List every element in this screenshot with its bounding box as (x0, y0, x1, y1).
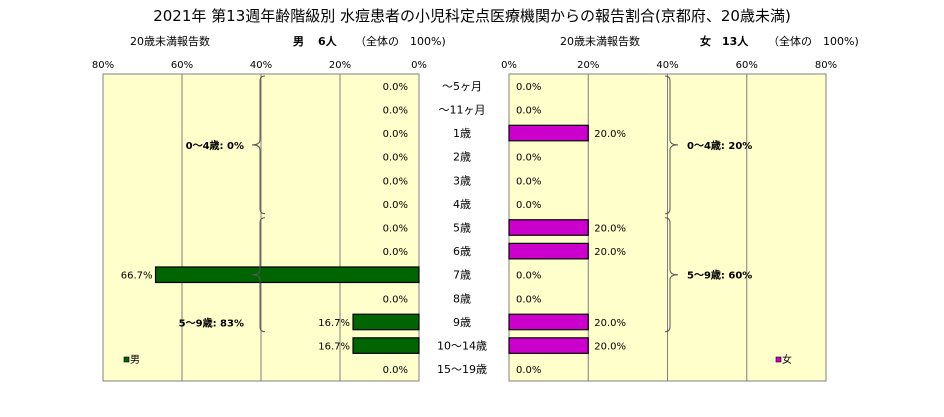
female-panel: 0% 20% 40% 60% 80% 0.0% 0.0% 20.0% 0.0% 0.0% 0.0% 2… (501, 60, 837, 382)
male-legend-label: 男 (130, 354, 140, 366)
category-label: 9歳 (453, 316, 471, 329)
female-legend-swatch (775, 356, 782, 363)
male-x-tick-label: 80% (92, 60, 114, 71)
female-data-label: 0.0% (516, 82, 541, 93)
category-label: 10〜14歳 (437, 340, 487, 353)
category-label: 〜5ヶ月 (442, 80, 482, 93)
female-legend-label: 女 (782, 353, 792, 366)
male-data-label: 0.0% (383, 224, 408, 235)
category-label: 8歳 (453, 292, 471, 305)
female-data-label: 0.0% (516, 105, 541, 116)
category-label: 6歳 (453, 245, 471, 258)
female-bar (508, 242, 589, 260)
male-bar (154, 266, 420, 284)
female-data-label: 0.0% (516, 294, 541, 305)
male-data-label: 0.0% (383, 129, 408, 140)
right-header-count: 13人 (722, 34, 749, 48)
female-data-label: 0.0% (516, 365, 541, 376)
male-group-bracket (251, 217, 266, 333)
female-bar (508, 313, 589, 331)
female-bar (508, 219, 589, 236)
male-data-label: 16.7% (318, 318, 350, 329)
female-x-tick-label: 60% (736, 60, 758, 71)
male-x-tick-label: 0% (411, 60, 427, 71)
male-data-label: 0.0% (383, 294, 408, 305)
female-data-label: 20.0% (594, 224, 626, 235)
female-x-tick-label: 0% (501, 60, 517, 71)
category-label: 3歳 (453, 174, 471, 187)
male-data-label: 66.7% (121, 271, 153, 282)
left-header-count: 6人 (318, 34, 338, 48)
category-label: 1歳 (453, 127, 471, 140)
female-data-label: 0.0% (516, 176, 541, 187)
female-group-bracket (664, 75, 679, 215)
male-data-label: 0.0% (383, 200, 408, 211)
chart-title: 2021年 第13週年齢階級別 水痘患者の小児科定点医療機関からの報告割合(京都… (153, 7, 791, 25)
female-data-label: 0.0% (516, 153, 541, 164)
male-x-tick-label: 20% (329, 60, 351, 71)
female-group-label: 5〜9歳: 60% (687, 269, 752, 282)
right-header-total: （全体の 100%) (768, 34, 859, 48)
male-data-label: 0.0% (383, 153, 408, 164)
female-group-label: 0〜4歳: 20% (687, 139, 752, 152)
category-label: 2歳 (453, 151, 471, 164)
female-data-label: 20.0% (594, 247, 626, 258)
male-legend-swatch (123, 356, 130, 363)
female-data-label: 0.0% (516, 271, 541, 282)
female-data-label: 20.0% (594, 342, 626, 353)
left-header-sublabel: 20歳未満報告数 (130, 35, 210, 48)
male-group-bracket (251, 75, 266, 215)
male-data-label: 0.0% (383, 176, 408, 187)
male-group-label: 5〜9歳: 83% (179, 317, 244, 330)
male-data-label: 0.0% (383, 105, 408, 116)
male-data-label: 0.0% (383, 247, 408, 258)
category-label: 〜11ヶ月 (439, 103, 486, 116)
right-header-sex: 女 (700, 34, 711, 48)
left-header-sex: 男 (293, 35, 304, 48)
female-x-tick-label: 20% (577, 60, 599, 71)
female-data-label: 20.0% (594, 129, 626, 140)
category-label: 15〜19歳 (437, 363, 487, 376)
female-bar (508, 124, 589, 142)
female-bar (508, 337, 589, 354)
right-header-sublabel: 20歳未満報告数 (560, 35, 640, 48)
male-x-tick-label: 60% (171, 60, 193, 71)
female-x-tick-label: 40% (656, 60, 678, 71)
female-data-label: 20.0% (594, 318, 626, 329)
left-header-total: （全体の 100%) (355, 34, 446, 48)
category-label: 5歳 (453, 222, 471, 235)
category-labels: 〜5ヶ月〜11ヶ月 1歳 2歳 3歳 4歳 5歳 6歳 7歳 8歳 9歳 10〜14歳 15〜19歳 (437, 80, 487, 376)
female-group-bracket (664, 217, 679, 333)
female-x-tick-label: 80% (815, 60, 837, 71)
female-data-label: 0.0% (516, 200, 541, 211)
category-label: 4歳 (453, 198, 471, 211)
male-data-label: 0.0% (383, 82, 408, 93)
male-bar (352, 337, 420, 354)
male-panel: 80% 60% 40% 20% 0%0.0%0.0%0.0%0.0%0.0%0.0%0.… (92, 60, 427, 382)
male-data-label: 16.7% (318, 342, 350, 353)
male-x-tick-label: 40% (250, 60, 272, 71)
male-data-label: 0.0% (383, 365, 408, 376)
category-label: 7歳 (453, 269, 471, 282)
male-group-label: 0〜4歳: 0% (186, 139, 244, 152)
male-bar (352, 313, 420, 331)
